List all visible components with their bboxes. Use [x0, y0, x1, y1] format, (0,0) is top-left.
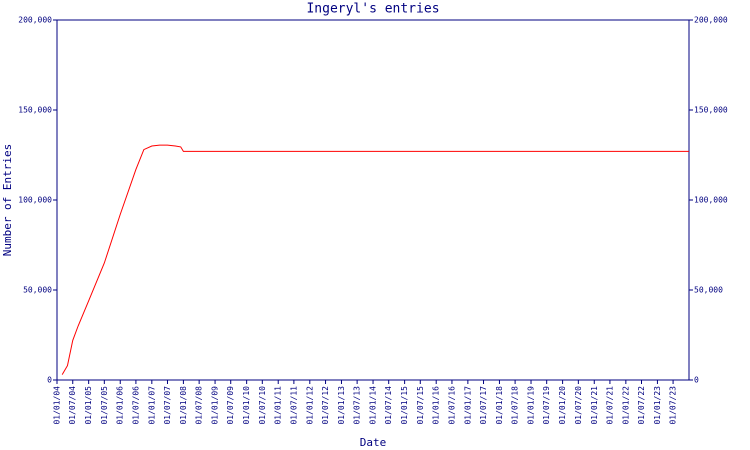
x-tick-label: 01/01/15 [400, 386, 409, 425]
x-tick-label: 01/07/06 [131, 386, 140, 425]
x-tick-label: 01/07/12 [321, 386, 330, 425]
x-tick-label: 01/07/18 [511, 386, 520, 425]
plot-frame [56, 19, 690, 381]
x-tick-label: 01/07/19 [542, 386, 551, 425]
x-tick-label: 01/01/11 [274, 386, 283, 425]
x-tick-label: 01/01/22 [621, 386, 630, 425]
x-tick-label: 01/07/09 [226, 386, 235, 425]
y2-tick-label: 200,000 [694, 16, 728, 25]
x-tick-label: 01/01/06 [116, 386, 125, 425]
x-tick-label: 01/07/23 [669, 386, 678, 425]
data-line [61, 144, 689, 375]
x-tick-label: 01/07/10 [258, 386, 267, 425]
x-tick-label: 01/07/08 [195, 386, 204, 425]
x-tick-label: 01/01/17 [463, 386, 472, 425]
y-tick-label: 150,000 [18, 106, 52, 115]
y-tick-label: 0 [47, 376, 52, 385]
y2-tick-label: 50,000 [694, 286, 723, 295]
chart-title: Ingeryl's entries [306, 2, 439, 17]
x-tick-label: 01/01/23 [653, 386, 662, 425]
x-tick-label: 01/01/16 [432, 386, 441, 425]
x-tick-label: 01/07/04 [68, 386, 77, 425]
y-axis-label: Number of Entries [1, 144, 14, 257]
x-tick-label: 01/07/16 [447, 386, 456, 425]
x-tick-label: 01/07/07 [163, 386, 172, 425]
x-tick-label: 01/01/19 [527, 386, 536, 425]
x-tick-label: 01/01/08 [179, 386, 188, 425]
x-tick-label: 01/01/20 [558, 386, 567, 425]
x-tick-label: 01/01/09 [211, 386, 220, 425]
x-tick-label: 01/07/21 [605, 386, 614, 425]
y-tick-label: 100,000 [18, 196, 52, 205]
x-tick-label: 01/07/20 [574, 386, 583, 425]
x-tick-label: 01/01/05 [84, 386, 93, 425]
x-tick-label: 01/07/14 [384, 386, 393, 425]
x-tick-label: 01/07/22 [637, 386, 646, 425]
x-tick-label: 01/01/10 [242, 386, 251, 425]
x-tick-label: 01/01/13 [337, 386, 346, 425]
x-tick-label: 01/07/15 [416, 386, 425, 425]
x-tick-label: 01/01/07 [147, 386, 156, 425]
x-tick-label: 01/07/17 [479, 386, 488, 425]
y2-tick-label: 100,000 [694, 196, 728, 205]
x-tick-label: 01/01/14 [369, 386, 378, 425]
x-tick-label: 01/01/12 [305, 386, 314, 425]
x-tick-label: 01/07/11 [289, 386, 298, 425]
y2-tick-label: 150,000 [694, 106, 728, 115]
y-tick-label: 50,000 [23, 286, 52, 295]
y2-tick-label: 0 [694, 376, 699, 385]
x-tick-label: 01/07/05 [100, 386, 109, 425]
x-tick-label: 01/01/18 [495, 386, 504, 425]
x-tick-label: 01/01/04 [53, 386, 62, 425]
y-tick-label: 200,000 [18, 16, 52, 25]
x-tick-label: 01/01/21 [590, 386, 599, 425]
x-axis-label: Date [360, 436, 387, 449]
x-tick-label: 01/07/13 [353, 386, 362, 425]
